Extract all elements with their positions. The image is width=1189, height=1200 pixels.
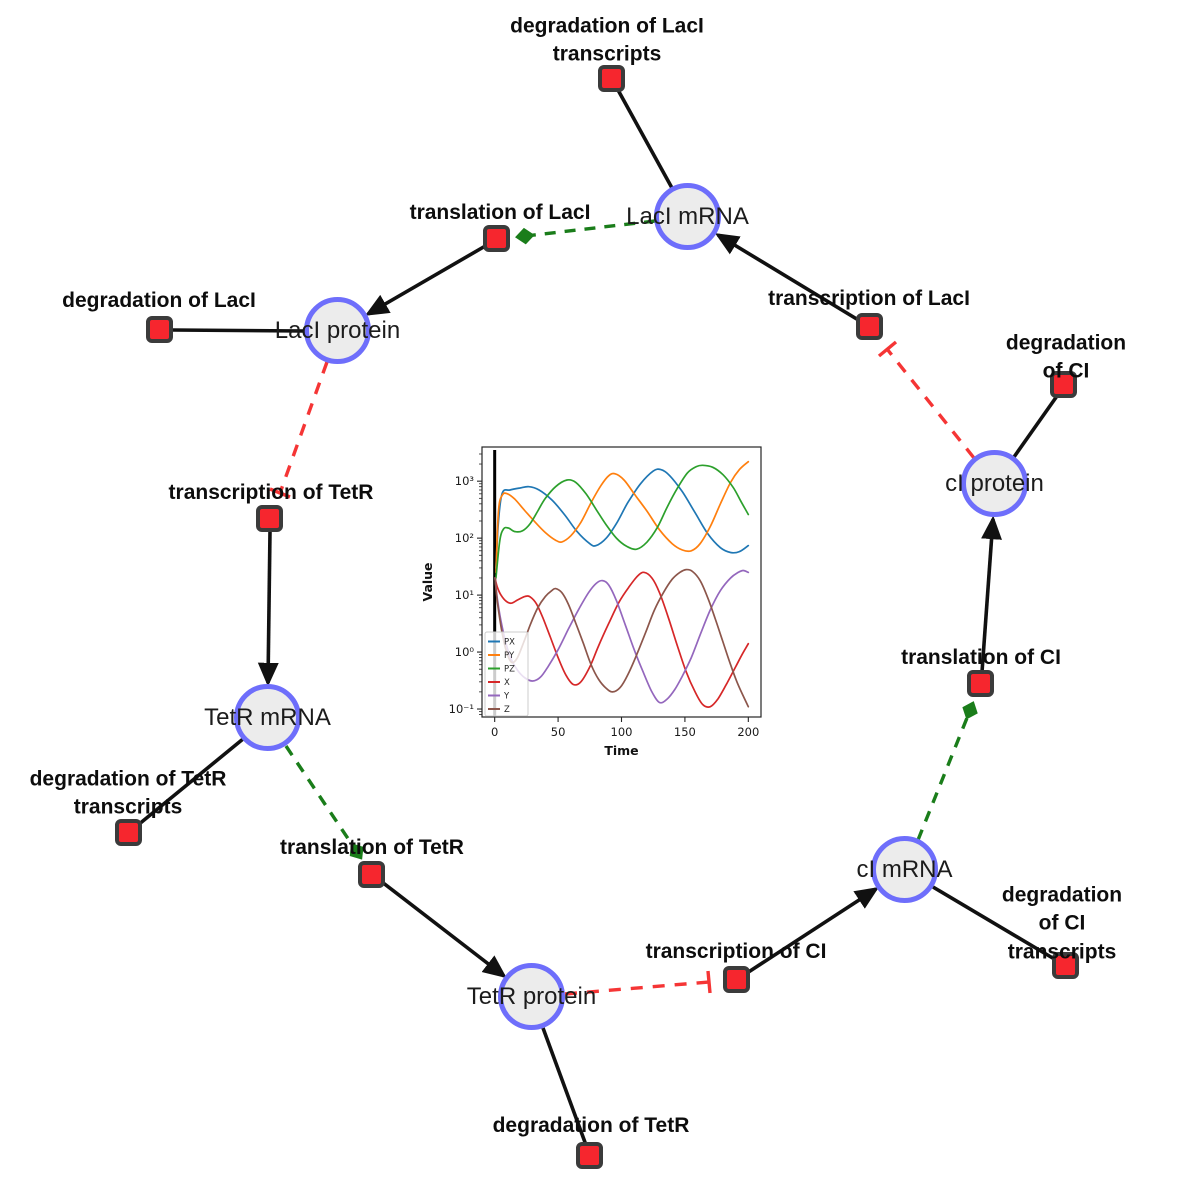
reaction-label-transcription-of-tetr: transcription of TetR: [168, 480, 374, 504]
edge-ci-protein-inhibits-laci-transcription: [885, 347, 976, 460]
series-PY: [495, 460, 750, 574]
reaction-label-degradation-of-ci-transcripts: degradation of CI transcripts: [1001, 883, 1123, 964]
reaction-label-degradation-of-tetr-transcripts: degradation of TetR transcripts: [29, 767, 227, 819]
edge-transcription-tetr-to-mrna: [257, 530, 279, 687]
reaction-node-degradation-of-ci-transcripts: [1052, 952, 1079, 979]
edge-laci-mrna-degradation: [616, 89, 674, 189]
edge-translation-tetr-to-protein: [380, 880, 507, 979]
y-tick-label: 10³: [455, 474, 475, 488]
timecourse-plot: 10⁻¹ 10⁰ 10¹ 10² 10³ 0 50 100 150 200 Time Value PX P…: [420, 446, 762, 758]
reaction-node-degradation-of-ci: [1050, 371, 1077, 398]
x-tick-label: 150: [674, 725, 696, 739]
x-axis-label: Time: [604, 743, 638, 758]
x-tick-label: 200: [737, 725, 759, 739]
edge-ci-mrna-degradation: [932, 885, 1057, 962]
tbar-laci-protein-inhibition: [269, 487, 291, 499]
species-label-ci-mrna: cI mRNA: [856, 855, 953, 883]
edge-laci-protein-inhibits-tetr-transcription: [278, 361, 329, 494]
edge-translation-laci-to-protein: [364, 243, 488, 316]
reaction-node-degradation-of-tetr-transcripts: [115, 819, 142, 846]
species-label-laci-protein: LacI protein: [274, 316, 401, 344]
y-tick-label: 10¹: [455, 588, 474, 602]
species-node-ci-protein: cI protein: [945, 450, 1044, 517]
edge-laci-protein-degradation: [171, 328, 306, 333]
reaction-node-transcription-of-laci: [856, 313, 883, 340]
edge-tetr-protein-inhibits-ci-transcription: [564, 980, 710, 996]
legend-label-Z: Z: [504, 705, 510, 715]
x-tick-label: 0: [491, 725, 498, 739]
legend-label-X: X: [504, 678, 510, 688]
species-node-tetr-protein: TetR protein: [467, 963, 596, 1030]
reaction-node-degradation-of-laci-transcripts: [598, 65, 625, 92]
species-node-laci-mrna: LacI mRNA: [626, 183, 749, 250]
series-Y: [494, 569, 750, 704]
edge-ci-mrna-to-translation: [916, 701, 978, 841]
reaction-node-degradation-of-tetr: [576, 1142, 603, 1169]
reaction-node-translation-of-ci: [967, 670, 994, 697]
reaction-label-transcription-of-ci: transcription of CI: [645, 939, 827, 963]
reaction-label-degradation-of-laci-transcripts: degradation of LacI transcripts: [510, 14, 704, 66]
reaction-label-degradation-of-laci: degradation of LacI: [62, 288, 256, 312]
tbar-tetr-protein-inhibition: [706, 970, 712, 994]
species-node-laci-protein: LacI protein: [275, 297, 400, 364]
species-node-ci-mrna: cI mRNA: [857, 836, 953, 903]
reaction-label-degradation-of-ci: degradation of CI: [1005, 331, 1127, 383]
reaction-label-translation-of-tetr: translation of TetR: [280, 835, 464, 859]
tbar-ci-protein-inhibition: [877, 340, 898, 358]
legend-label-PZ: PZ: [504, 665, 515, 675]
reaction-node-translation-of-laci: [483, 225, 510, 252]
y-axis-label: Value: [420, 562, 435, 601]
edge-transcription-ci-to-mrna: [746, 887, 879, 975]
edge-tetr-mrna-to-translation: [284, 745, 364, 860]
edge-translation-ci-to-protein: [980, 515, 1002, 673]
edge-ci-protein-degradation: [1012, 394, 1059, 459]
reaction-node-degradation-of-laci: [146, 316, 173, 343]
y-tick-label: 10⁻¹: [449, 702, 474, 716]
y-tick-label: 10⁰: [455, 645, 475, 659]
species-label-ci-protein: cI protein: [945, 469, 1044, 497]
edge-laci-mrna-to-translation: [515, 219, 656, 245]
species-label-tetr-mrna: TetR mRNA: [204, 703, 331, 731]
reaction-label-translation-of-laci: translation of LacI: [409, 200, 591, 224]
reaction-label-degradation-of-tetr: degradation of TetR: [492, 1113, 690, 1137]
reaction-label-transcription-of-laci: transcription of LacI: [768, 286, 970, 310]
legend-label-Y: Y: [503, 692, 510, 702]
y-tick-label: 10²: [455, 531, 474, 545]
species-label-tetr-protein: TetR protein: [466, 982, 597, 1010]
series-Z: [494, 568, 750, 708]
reaction-label-translation-of-ci: translation of CI: [901, 645, 1061, 669]
series-X: [494, 571, 750, 708]
species-node-tetr-mrna: TetR mRNA: [204, 684, 331, 751]
series-PZ: [495, 464, 750, 579]
legend-label-PX: PX: [504, 638, 515, 648]
x-tick-label: 100: [611, 725, 633, 739]
edge-tetr-protein-degradation: [541, 1027, 588, 1146]
legend-label-PY: PY: [504, 651, 515, 661]
species-label-laci-mrna: LacI mRNA: [626, 202, 749, 230]
x-tick-label: 50: [551, 725, 566, 739]
edge-tetr-mrna-degradation: [136, 737, 245, 827]
edge-transcription-laci-to-mrna: [714, 233, 861, 323]
reaction-node-transcription-of-tetr: [256, 505, 283, 532]
reaction-node-translation-of-tetr: [358, 861, 385, 888]
reaction-node-transcription-of-ci: [723, 966, 750, 993]
